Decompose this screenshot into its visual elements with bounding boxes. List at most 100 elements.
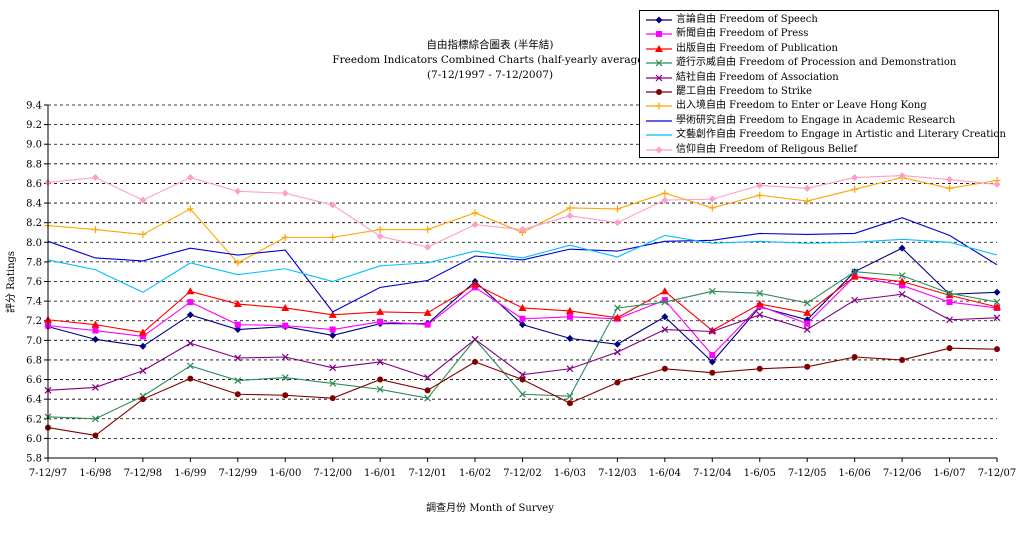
legend-item: 文藝創作自由 Freedom to Engage in Artistic and… [644, 128, 1006, 142]
data-point [993, 298, 1001, 306]
data-point [139, 342, 147, 350]
y-tick-label: 7.0 [26, 336, 42, 347]
legend-swatch [646, 120, 672, 122]
data-point [376, 385, 384, 393]
data-point [565, 306, 574, 314]
legend-item: 遊行示威自由 Freedom of Procession and Demonst… [644, 56, 996, 70]
data-point [234, 259, 242, 267]
data-point [282, 322, 289, 329]
series-line [47, 347, 998, 437]
legend-marker [656, 31, 662, 38]
x-tick-label: 1-6/05 [744, 468, 776, 479]
y-tick-label: 6.4 [26, 395, 42, 406]
y-tick-label: 7.8 [26, 257, 42, 268]
data-point [186, 362, 194, 370]
legend-marker [655, 59, 663, 67]
data-point [187, 299, 194, 306]
data-point [803, 326, 811, 333]
x-tick-label: 1-6/02 [459, 468, 491, 479]
data-point [946, 345, 953, 352]
y-axis-ticks: 5.8 6.0 6.2 6.4 6.6 6.8 7.0 7.2 7.4 7.6 7.8 8.0 8.2 8… [26, 101, 48, 465]
legend-marker [655, 102, 663, 110]
data-point [803, 299, 811, 307]
data-point [471, 280, 480, 288]
data-point [613, 205, 621, 213]
data-point [519, 376, 526, 383]
data-point [851, 268, 859, 276]
data-point [92, 383, 99, 391]
legend-label: 出入境自由 Freedom to Enter or Leave Hong Kon… [676, 100, 927, 112]
data-point [851, 185, 859, 193]
legend-label: 遊行示威自由 Freedom of Procession and Demonst… [676, 57, 957, 69]
y-tick-label: 8.0 [26, 238, 42, 249]
x-tick-label: 7-12/07 [978, 468, 1017, 479]
data-point [281, 303, 290, 311]
series-7 [47, 217, 998, 313]
x-tick-label: 7-12/02 [503, 468, 542, 479]
data-point [281, 189, 289, 197]
data-point [376, 307, 385, 315]
legend-marker [656, 89, 662, 95]
x-tick-label: 1-6/99 [174, 468, 206, 479]
legend-marker [655, 146, 663, 154]
y-tick-label: 6.2 [26, 414, 42, 425]
y-tick-label: 8.4 [26, 199, 42, 210]
legend-label: 言論自由 Freedom of Speech [676, 14, 818, 25]
data-point [946, 299, 953, 306]
data-point [471, 335, 479, 343]
data-point [709, 352, 716, 359]
data-point [661, 313, 669, 321]
data-point [898, 290, 906, 298]
legend-label: 新聞自由 Freedom of Press [676, 28, 809, 40]
data-point [661, 298, 669, 306]
legend-marker [655, 44, 663, 52]
legend-item: 學術研究自由 Freedom to Engage in Academic Res… [644, 114, 996, 128]
data-point [566, 334, 574, 342]
data-point [282, 392, 289, 399]
x-tick-label: 1-6/06 [839, 468, 871, 479]
data-point [518, 303, 527, 311]
data-point [424, 387, 431, 394]
data-point [92, 327, 99, 334]
legend-item: 罷工自由 Freedom to Strike [644, 85, 996, 99]
data-point [471, 221, 479, 229]
data-point [614, 379, 621, 386]
data-point [566, 313, 573, 320]
data-point [851, 174, 859, 182]
data-point [709, 369, 716, 376]
y-tick-label: 6.0 [26, 434, 42, 445]
data-point [804, 363, 811, 370]
data-point [424, 394, 432, 402]
data-point [756, 311, 764, 319]
data-point [139, 333, 146, 340]
x-axis-ticks: 7-12/97 1-6/98 7-12/98 1-6/99 7-12/99 1-6/00 7… [29, 458, 1017, 479]
data-point [186, 205, 194, 213]
data-point [661, 297, 668, 304]
legend-label: 出版自由 Freedom of Publication [676, 42, 838, 54]
data-point [91, 335, 99, 343]
series-2 [44, 272, 1001, 336]
series-4 [44, 290, 1001, 394]
data-point [851, 354, 858, 361]
data-point [376, 226, 384, 234]
x-tick-label: 7-12/06 [883, 468, 922, 479]
legend-label: 結社自由 Freedom of Association [676, 71, 839, 83]
data-point [138, 328, 147, 336]
data-point [756, 191, 764, 199]
x-tick-label: 7-12/98 [124, 468, 163, 479]
data-point [946, 184, 954, 192]
data-point [519, 321, 526, 329]
legend-label: 罷工自由 Freedom to Strike [676, 86, 812, 97]
data-point [281, 233, 289, 241]
y-tick-label: 9.2 [26, 120, 42, 131]
data-point [803, 184, 811, 192]
data-point [329, 380, 337, 387]
chart-legend: 言論自由 Freedom of Speech 新聞自由 Freedom of Pr… [639, 10, 1006, 158]
data-point [329, 364, 337, 372]
data-point [91, 174, 99, 182]
y-tick-label: 9.0 [26, 140, 42, 151]
data-point [234, 187, 242, 195]
x-tick-label: 7-12/03 [598, 468, 637, 479]
data-point [424, 374, 432, 382]
data-point [234, 391, 241, 398]
